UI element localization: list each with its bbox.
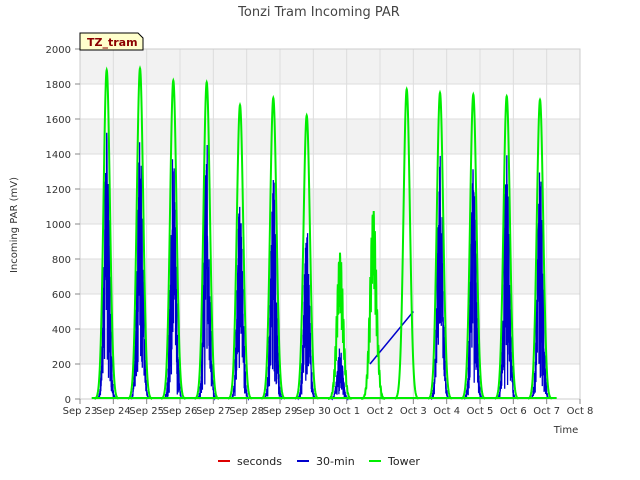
y-tick-label: 2000 (46, 45, 71, 56)
series-tower (91, 65, 557, 401)
30-min-day-burst (531, 172, 550, 399)
30-min-day-burst (297, 233, 316, 401)
x-tick-label: Sep 29 (263, 406, 298, 417)
x-tick-label: Oct 3 (400, 406, 427, 417)
legend: seconds 30-min Tower (218, 455, 420, 468)
30-min-day-burst (97, 132, 116, 399)
30-min-day-burst (197, 144, 216, 401)
x-axis-label: Time (553, 425, 578, 436)
30-min-day-burst (230, 206, 250, 402)
30-min-day-burst (164, 159, 183, 399)
x-tick-label: Sep 24 (96, 406, 131, 417)
tower-day-curve (361, 210, 386, 401)
y-tick-label: 1400 (46, 150, 71, 161)
tower-day-curve (227, 101, 253, 400)
tower-day-curve (327, 252, 353, 400)
plot-bands (80, 49, 580, 364)
y-tick-label: 200 (52, 360, 71, 371)
tower-day-curve (294, 112, 319, 400)
station-badge: TZ_tram (79, 32, 144, 51)
y-tick-label: 1800 (46, 80, 71, 91)
y-tick-label: 400 (52, 325, 71, 336)
x-tick-label: Oct 6 (500, 406, 527, 417)
x-tick-label: Sep 27 (196, 406, 231, 417)
station-badge-label: TZ_tram (87, 36, 138, 49)
x-tick-label: Oct 5 (467, 406, 494, 417)
plot-band (80, 49, 580, 84)
tower-day-curve (494, 93, 519, 400)
station-badge-box (79, 32, 144, 51)
plot-band (80, 189, 580, 224)
legend-label: Tower (387, 455, 420, 468)
tower-day-curve (427, 89, 453, 400)
x-tick-label: Oct 2 (367, 406, 394, 417)
tower-day-curve (161, 77, 186, 400)
30-min-day-burst (130, 142, 150, 400)
y-axis-ticks: 0 200 400 600 800 1000 1200 1400 1600 1800 2000 (46, 45, 80, 406)
30-min-day-burst (331, 348, 350, 401)
x-tick-label: Oct 4 (433, 406, 460, 417)
tower-day-curve (194, 79, 219, 400)
y-tick-label: 1000 (46, 220, 71, 231)
30-min-day-burst (497, 155, 516, 399)
tower-day-curve (127, 65, 153, 400)
x-tick-label: Sep 30 (296, 406, 331, 417)
y-tick-label: 1600 (46, 115, 71, 126)
tower-day-curve (460, 91, 486, 400)
x-tick-label: Sep 23 (63, 406, 98, 417)
x-tick-label: Sep 26 (163, 406, 198, 417)
tower-day-curve (260, 94, 286, 400)
plot-band (80, 329, 580, 364)
y-tick-label: 600 (52, 290, 71, 301)
x-tick-label: Sep 28 (229, 406, 264, 417)
plot-band (80, 259, 580, 294)
y-tick-label: 800 (52, 255, 71, 266)
y-tick-label: 1200 (46, 185, 71, 196)
30-min-day-burst (464, 169, 483, 400)
tower-day-curve (94, 66, 119, 400)
tower-day-curve (394, 86, 419, 400)
x-tick-label: Oct 8 (567, 406, 594, 417)
30-min-day-burst (264, 179, 283, 401)
x-tick-label: Sep 25 (129, 406, 164, 417)
series-30-min (97, 132, 550, 402)
x-tick-label: Oct 1 (333, 406, 360, 417)
legend-label: 30-min (316, 455, 355, 468)
plot-band (80, 119, 580, 154)
tower-day-curve (527, 97, 553, 400)
y-axis-label: Incoming PAR (mV) (9, 177, 20, 273)
legend-label: seconds (237, 455, 282, 468)
x-tick-label: Oct 7 (533, 406, 560, 417)
y-tick-label: 0 (65, 395, 71, 406)
30-min-day-burst (430, 155, 450, 401)
chart-title: Tonzi Tram Incoming PAR (237, 5, 400, 20)
